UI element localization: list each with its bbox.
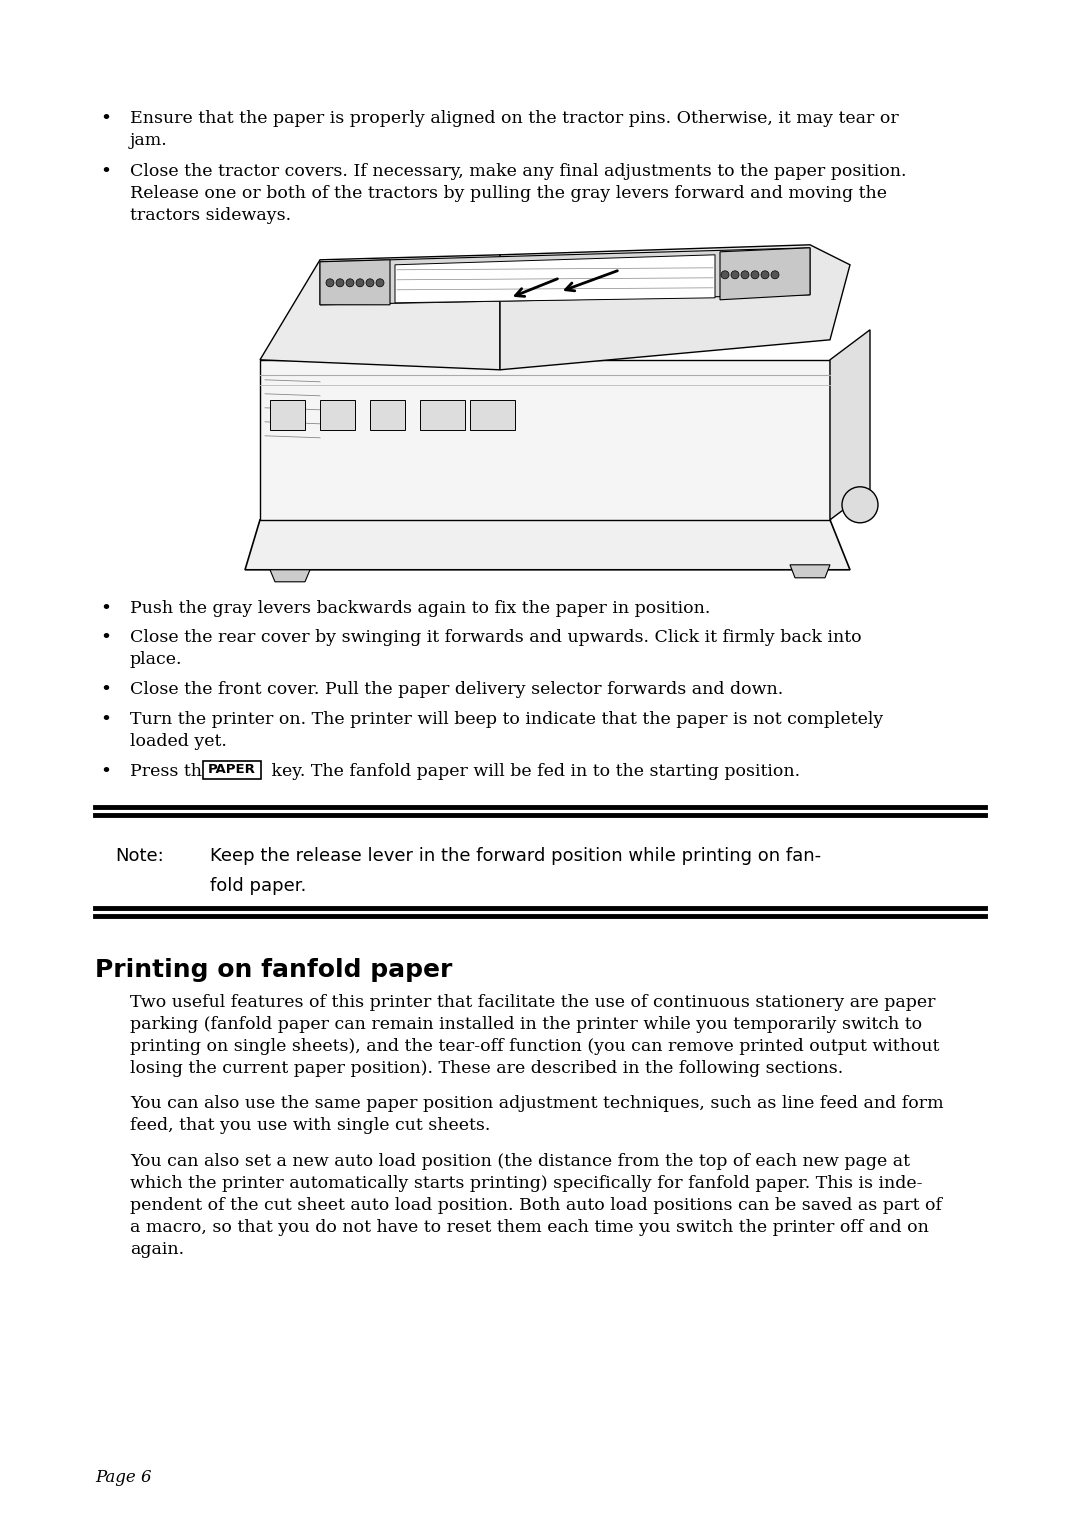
Text: Push the gray levers backwards again to fix the paper in position.: Push the gray levers backwards again to … — [130, 599, 711, 616]
Circle shape — [346, 278, 354, 287]
Text: jam.: jam. — [130, 131, 167, 148]
Text: PAPER: PAPER — [208, 763, 256, 777]
Text: key. The fanfold paper will be fed in to the starting position.: key. The fanfold paper will be fed in to… — [266, 763, 800, 780]
Text: a macro, so that you do not have to reset them each time you switch the printer : a macro, so that you do not have to rese… — [130, 1219, 929, 1235]
Polygon shape — [500, 245, 850, 370]
Text: •: • — [100, 110, 111, 128]
Text: Release one or both of the tractors by pulling the gray levers forward and movin: Release one or both of the tractors by p… — [130, 185, 887, 202]
Bar — [320, 399, 355, 430]
Bar — [203, 760, 261, 778]
Text: •: • — [100, 599, 111, 618]
Bar — [420, 399, 465, 430]
Text: Ensure that the paper is properly aligned on the tractor pins. Otherwise, it may: Ensure that the paper is properly aligne… — [130, 110, 899, 127]
Polygon shape — [720, 248, 810, 300]
Circle shape — [336, 278, 345, 287]
Text: Close the rear cover by swinging it forwards and upwards. Click it firmly back i: Close the rear cover by swinging it forw… — [130, 630, 862, 647]
Text: Page 6: Page 6 — [95, 1469, 151, 1486]
Circle shape — [356, 278, 364, 287]
Text: You can also set a new auto load position (the distance from the top of each new: You can also set a new auto load positio… — [130, 1153, 910, 1170]
Text: parking (fanfold paper can remain installed in the printer while you temporarily: parking (fanfold paper can remain instal… — [130, 1017, 922, 1034]
Bar — [470, 399, 515, 430]
Polygon shape — [395, 255, 715, 303]
Polygon shape — [789, 564, 831, 578]
Text: again.: again. — [130, 1240, 184, 1257]
Text: Press the: Press the — [130, 763, 218, 780]
Text: loaded yet.: loaded yet. — [130, 732, 227, 749]
Circle shape — [721, 271, 729, 278]
Bar — [270, 399, 305, 430]
Polygon shape — [270, 570, 310, 583]
Polygon shape — [260, 255, 500, 370]
Text: fold paper.: fold paper. — [210, 878, 307, 896]
Polygon shape — [320, 260, 390, 304]
Polygon shape — [260, 359, 831, 520]
Text: losing the current paper position). These are described in the following section: losing the current paper position). Thes… — [130, 1060, 843, 1078]
Polygon shape — [320, 248, 810, 304]
Text: •: • — [100, 162, 111, 180]
Text: pendent of the cut sheet auto load position. Both auto load positions can be sav: pendent of the cut sheet auto load posit… — [130, 1197, 942, 1214]
Text: You can also use the same paper position adjustment techniques, such as line fee: You can also use the same paper position… — [130, 1095, 944, 1113]
Polygon shape — [245, 520, 850, 570]
Circle shape — [741, 271, 750, 278]
Polygon shape — [831, 330, 870, 520]
Text: •: • — [100, 711, 111, 729]
Text: feed, that you use with single cut sheets.: feed, that you use with single cut sheet… — [130, 1118, 490, 1135]
Bar — [370, 399, 405, 430]
Text: •: • — [100, 763, 111, 781]
Circle shape — [731, 271, 739, 278]
Text: Close the tractor covers. If necessary, make any final adjustments to the paper : Close the tractor covers. If necessary, … — [130, 162, 906, 180]
Text: which the printer automatically starts printing) specifically for fanfold paper.: which the printer automatically starts p… — [130, 1174, 922, 1191]
Circle shape — [751, 271, 759, 278]
Text: place.: place. — [130, 651, 183, 668]
Circle shape — [326, 278, 334, 287]
Text: printing on single sheets), and the tear-off function (you can remove printed ou: printing on single sheets), and the tear… — [130, 1038, 940, 1055]
Text: Note:: Note: — [114, 847, 164, 864]
Text: tractors sideways.: tractors sideways. — [130, 206, 292, 223]
Circle shape — [366, 278, 374, 287]
Circle shape — [761, 271, 769, 278]
Circle shape — [376, 278, 384, 287]
Text: Keep the release lever in the forward position while printing on fan-: Keep the release lever in the forward po… — [210, 847, 821, 864]
Text: •: • — [100, 630, 111, 647]
Text: •: • — [100, 682, 111, 699]
Text: Turn the printer on. The printer will beep to indicate that the paper is not com: Turn the printer on. The printer will be… — [130, 711, 883, 728]
Circle shape — [771, 271, 779, 278]
Circle shape — [842, 486, 878, 523]
Text: Printing on fanfold paper: Printing on fanfold paper — [95, 959, 453, 982]
Text: Close the front cover. Pull the paper delivery selector forwards and down.: Close the front cover. Pull the paper de… — [130, 682, 783, 699]
Text: Two useful features of this printer that facilitate the use of continuous statio: Two useful features of this printer that… — [130, 994, 935, 1011]
